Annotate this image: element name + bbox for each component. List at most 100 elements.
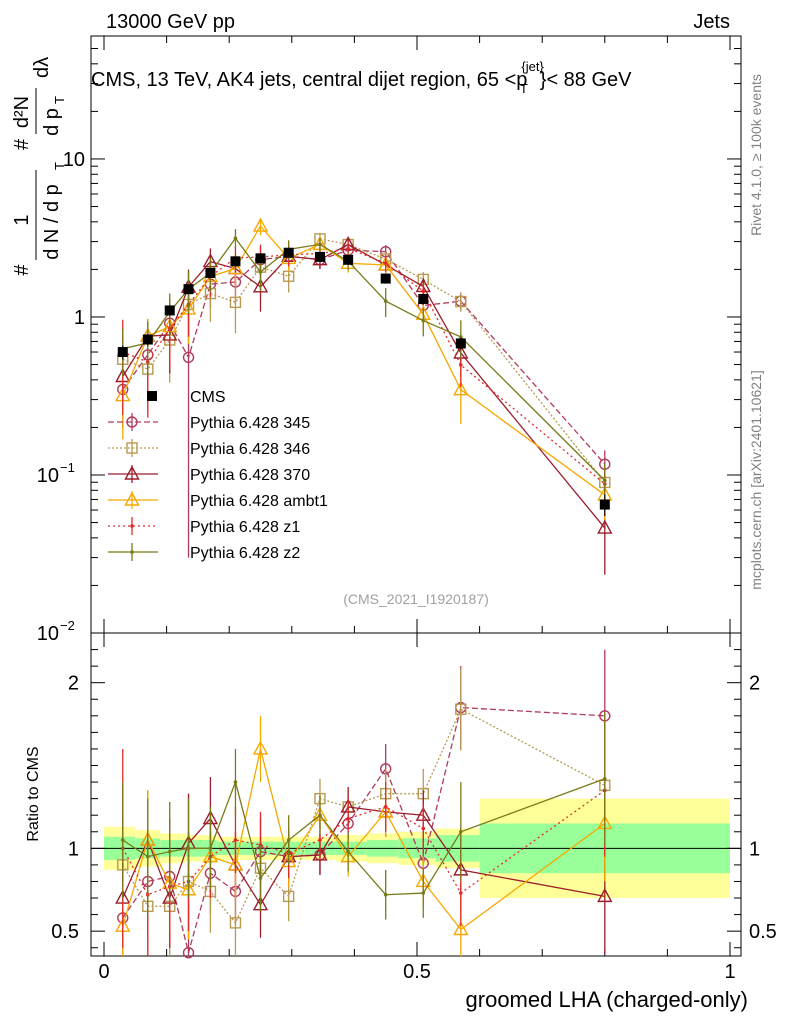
svg-text:T: T (52, 96, 67, 104)
data-point (380, 273, 391, 284)
legend-item: Pythia 6.428 345 (108, 413, 310, 432)
svg-text:d²N: d²N (11, 96, 33, 128)
series-point (227, 260, 244, 275)
ratio-tick-label-right: 2 (749, 673, 760, 695)
ratio-tick-label-right: 0.5 (749, 921, 777, 943)
series-point (455, 295, 467, 308)
y-tick-exponent: −2 (60, 618, 75, 633)
series-point (229, 296, 242, 309)
ratio-point (346, 816, 350, 821)
ratio-tick-label: 0.5 (51, 921, 79, 943)
svg-text:dλ: dλ (31, 57, 53, 78)
ratio-point (233, 780, 238, 784)
legend-label: Pythia 6.428 370 (190, 467, 310, 484)
legend-item: Pythia 6.428 370 (108, 465, 310, 484)
x-tick-label: 0.5 (403, 961, 431, 983)
ratio-point (167, 849, 172, 854)
series-cms-data (117, 247, 610, 517)
x-tick-label: 0 (98, 961, 109, 983)
svg-text:T: T (52, 162, 67, 170)
ratio-tick-label: 2 (68, 673, 79, 695)
ratio-series-line (122, 706, 605, 956)
series-point (252, 278, 269, 293)
data-point (230, 256, 241, 267)
series-point (346, 246, 350, 251)
series-point (603, 478, 607, 483)
series-line (122, 247, 606, 485)
svg-text:#: # (11, 264, 33, 276)
series-point (318, 242, 322, 247)
analysis-label: (CMS_2021_I1920187) (343, 591, 489, 607)
ratio-point (455, 703, 467, 715)
legend-marker (124, 491, 140, 506)
rivet-label: Rivet 4.1.0, ≥ 100k events (748, 74, 764, 236)
ratio-point (252, 740, 269, 755)
legend-marker (126, 416, 138, 428)
series-point (282, 270, 295, 282)
data-point (283, 247, 294, 258)
series-point (421, 289, 426, 293)
data-point (205, 267, 216, 278)
legend-label: Pythia 6.428 z2 (190, 545, 300, 562)
ratio-series-line (122, 708, 606, 925)
mcplots-label: mcplots.cern.ch [arXiv:2401.10621] (748, 370, 764, 589)
ratio-point (318, 813, 322, 818)
legend-item: Pythia 6.428 ambt1 (108, 491, 328, 510)
legend-item: Pythia 6.428 z2 (108, 543, 300, 562)
legend: CMS Pythia 6.428 345 Pythia 6.428 346 Pythi… (108, 389, 328, 562)
data-point (599, 499, 610, 510)
ratio-point (146, 854, 150, 859)
legend-item: CMS (147, 389, 226, 406)
series-point (421, 318, 426, 323)
legend-label: Pythia 6.428 z1 (190, 519, 300, 536)
y-tick-exponent: −1 (60, 460, 75, 475)
ratio-point (286, 838, 291, 842)
data-point (255, 253, 266, 264)
series-line (122, 224, 606, 496)
series-point (182, 351, 195, 364)
legend-marker (130, 524, 134, 528)
ratio-point (421, 891, 426, 895)
legend-item: Pythia 6.428 z1 (108, 517, 300, 536)
ratio-point (186, 846, 191, 851)
series-point (383, 261, 388, 266)
series-point (453, 381, 469, 396)
legend-label: Pythia 6.428 ambt1 (190, 493, 328, 510)
y-tick-label: 10 (63, 149, 85, 171)
chart-title: CMS, 13 TeV, AK4 jets, central dijet reg… (91, 59, 632, 96)
legend-marker (130, 550, 134, 554)
series-point (383, 299, 388, 303)
ratio-frame (90, 632, 742, 957)
ratio-series-line (122, 748, 606, 931)
ratio-point (229, 917, 242, 929)
series-point (459, 363, 463, 367)
data-point (164, 305, 175, 316)
ratio-point (421, 826, 426, 831)
svg-text:#: # (11, 138, 33, 150)
ratio-series-line (122, 806, 605, 906)
category-label: Jets (693, 11, 730, 33)
ratio-point (459, 829, 463, 834)
svg-text:1: 1 (11, 214, 33, 225)
data-point (455, 338, 466, 349)
ratio-point (233, 838, 238, 842)
legend-item: Pythia 6.428 346 (108, 439, 310, 458)
y-tick-label: 10 (37, 623, 59, 645)
ratio-axis-label: Ratio to CMS (25, 746, 42, 841)
series-point (233, 236, 238, 241)
ratio-point (346, 849, 350, 854)
data-point (142, 334, 153, 345)
series-point (252, 217, 269, 232)
legend-marker (124, 465, 140, 480)
data-point (314, 251, 325, 262)
series-line (122, 243, 606, 529)
series-line (122, 249, 606, 465)
ratio-point (453, 921, 469, 936)
legend-marker (126, 442, 138, 454)
ratio-point (459, 891, 463, 895)
ratio-point (312, 846, 328, 861)
svg-text:d p: d p (41, 108, 63, 136)
ratio-tick-label-right: 1 (749, 838, 760, 860)
series-point (597, 519, 613, 534)
